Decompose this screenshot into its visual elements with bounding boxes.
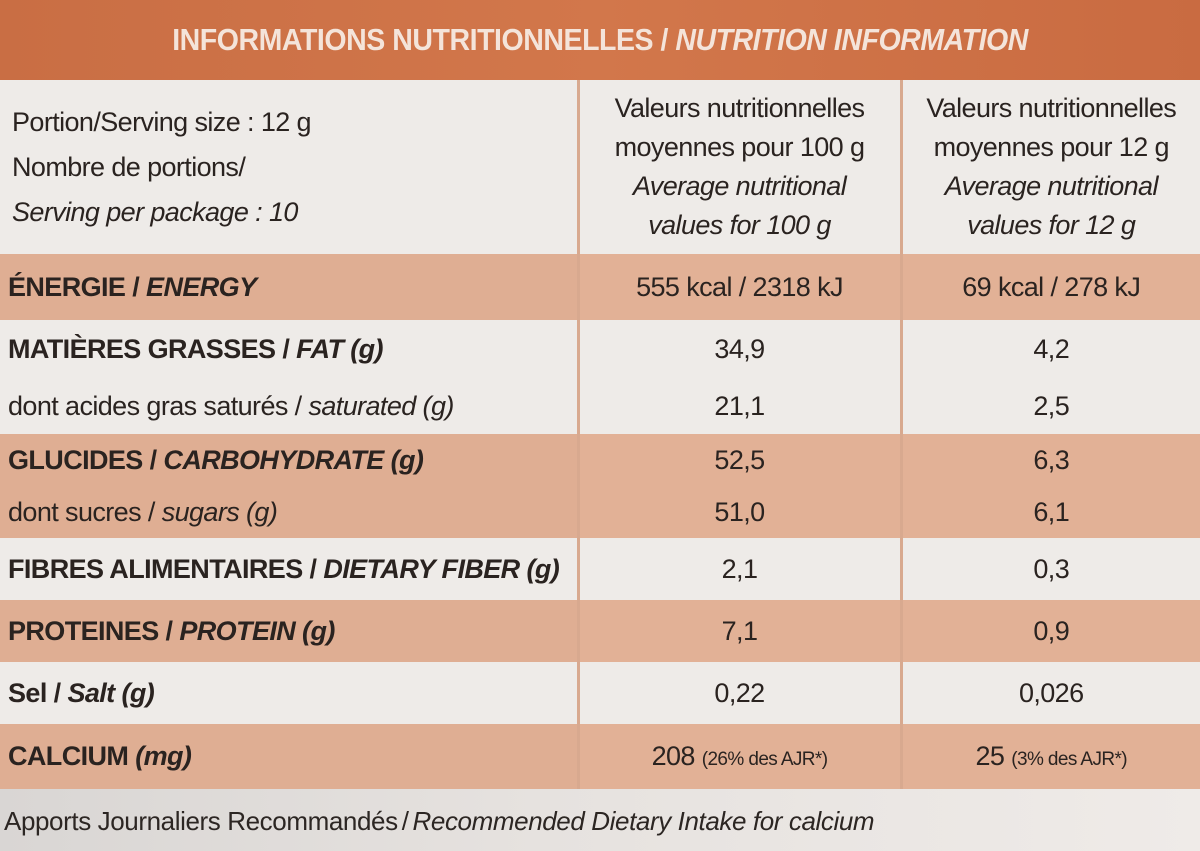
title-separator: / xyxy=(660,22,668,57)
column-100g-fr-line2: moyennes pour 100 g xyxy=(614,132,865,162)
column-header-12g: Valeurs nutritionnelles moyennes pour 12… xyxy=(899,80,1200,254)
energy-label-fr: ÉNERGIE / xyxy=(8,271,140,302)
fiber-100g: 2,1 xyxy=(576,538,901,600)
calcium-100g-percent: (26% des AJR*) xyxy=(701,749,828,770)
saturated-label-en: saturated (g) xyxy=(308,390,454,421)
calcium-12g: 25 (3% des AJR*) xyxy=(899,724,1200,789)
carbohydrate-label: GLUCIDES / CARBOHYDRATE (g) xyxy=(0,434,578,486)
calcium-12g-percent: (3% des AJR*) xyxy=(1011,749,1127,770)
header-row: Portion/Serving size : 12 g Nombre de po… xyxy=(0,80,1200,254)
salt-label-fr: Sel / xyxy=(8,677,61,708)
calcium-label-fr: CALCIUM xyxy=(8,741,129,771)
fiber-12g: 0,3 xyxy=(899,538,1200,600)
salt-100g: 0,22 xyxy=(576,662,901,724)
fiber-label-fr: FIBRES ALIMENTAIRES / xyxy=(8,553,317,584)
fat-label: MATIÈRES GRASSES / FAT (g) xyxy=(0,320,578,378)
energy-label: ÉNERGIE / ENERGY xyxy=(0,254,578,320)
sugars-label-en: sugars (g) xyxy=(161,496,278,527)
footnote-fr: Apports Journaliers Recommandés xyxy=(4,806,398,836)
salt-label-en: Salt (g) xyxy=(67,677,155,708)
energy-12g: 69 kcal / 278 kJ xyxy=(899,254,1200,320)
protein-label: PROTEINES / PROTEIN (g) xyxy=(0,600,578,662)
row-carbohydrate: GLUCIDES / CARBOHYDRATE (g) 52,5 6,3 xyxy=(0,434,1200,486)
column-12g-fr-line1: Valeurs nutritionnelles xyxy=(926,93,1177,123)
protein-label-fr: PROTEINES / xyxy=(8,615,173,646)
column-12g-fr-line2: moyennes pour 12 g xyxy=(933,132,1170,162)
row-protein: PROTEINES / PROTEIN (g) 7,1 0,9 xyxy=(0,600,1200,662)
carbohydrate-label-en: CARBOHYDRATE (g) xyxy=(163,444,424,475)
energy-100g: 555 kcal / 2318 kJ xyxy=(576,254,901,320)
salt-12g: 0,026 xyxy=(899,662,1200,724)
row-saturated: dont acides gras saturés / saturated (g)… xyxy=(0,378,1200,434)
column-12g-en-line1: Average nutritional xyxy=(944,171,1159,201)
footnote: Apports Journaliers Recommandés / Recommen… xyxy=(0,801,1200,851)
sugars-label: dont sucres / sugars (g) xyxy=(0,486,578,538)
footnote-separator: / xyxy=(401,806,409,836)
footnote-en: Recommended Dietary Intake for calcium xyxy=(412,806,875,836)
row-calcium: CALCIUM (mg) 208 (26% des AJR*) 25 (3% d… xyxy=(0,724,1200,789)
calcium-12g-value: 25 xyxy=(975,741,1005,771)
title-fr: INFORMATIONS NUTRITIONNELLES xyxy=(172,22,654,57)
column-100g-en-line1: Average nutritional xyxy=(632,171,847,201)
saturated-12g: 2,5 xyxy=(899,378,1200,434)
fat-label-fr: MATIÈRES GRASSES / xyxy=(8,333,290,364)
carbohydrate-label-fr: GLUCIDES / xyxy=(8,444,157,475)
sugars-100g: 51,0 xyxy=(576,486,901,538)
calcium-label: CALCIUM (mg) xyxy=(0,724,578,789)
portions-fr: Nombre de portions/ xyxy=(12,151,246,182)
saturated-label: dont acides gras saturés / saturated (g) xyxy=(0,378,578,434)
carbohydrate-12g: 6,3 xyxy=(899,434,1200,486)
column-100g-en-line2: values for 100 g xyxy=(648,210,831,240)
protein-100g: 7,1 xyxy=(576,600,901,662)
column-100g-fr-line1: Valeurs nutritionnelles xyxy=(614,93,865,123)
fiber-label: FIBRES ALIMENTAIRES / DIETARY FIBER (g) xyxy=(0,538,578,600)
row-fiber: FIBRES ALIMENTAIRES / DIETARY FIBER (g) … xyxy=(0,538,1200,600)
saturated-label-fr: dont acides gras saturés / xyxy=(8,390,302,421)
fiber-label-en: DIETARY FIBER (g) xyxy=(323,553,560,584)
row-energy: ÉNERGIE / ENERGY 555 kcal / 2318 kJ 69 k… xyxy=(0,254,1200,320)
energy-label-en: ENERGY xyxy=(146,271,257,302)
fat-12g: 4,2 xyxy=(899,320,1200,378)
table-title: INFORMATIONS NUTRITIONNELLES / NUTRITION I… xyxy=(172,22,1028,58)
portions-en: Serving per package : 10 xyxy=(12,196,298,227)
calcium-100g: 208 (26% des AJR*) xyxy=(576,724,901,789)
protein-12g: 0,9 xyxy=(899,600,1200,662)
serving-info: Portion/Serving size : 12 g Nombre de po… xyxy=(0,80,578,254)
column-12g-en-line2: values for 12 g xyxy=(967,210,1136,240)
column-header-100g: Valeurs nutritionnelles moyennes pour 10… xyxy=(576,80,901,254)
row-fat: MATIÈRES GRASSES / FAT (g) 34,9 4,2 xyxy=(0,320,1200,378)
sugars-label-fr: dont sucres / xyxy=(8,496,155,527)
fat-100g: 34,9 xyxy=(576,320,901,378)
fat-label-en: FAT (g) xyxy=(296,333,383,364)
calcium-label-en: (mg) xyxy=(135,741,192,771)
row-sugars: dont sucres / sugars (g) 51,0 6,1 xyxy=(0,486,1200,538)
title-bar: INFORMATIONS NUTRITIONNELLES / NUTRITION I… xyxy=(0,0,1200,80)
serving-size: Portion/Serving size : 12 g xyxy=(12,106,312,137)
row-salt: Sel / Salt (g) 0,22 0,026 xyxy=(0,662,1200,724)
saturated-100g: 21,1 xyxy=(576,378,901,434)
sugars-12g: 6,1 xyxy=(899,486,1200,538)
protein-label-en: PROTEIN (g) xyxy=(179,615,335,646)
nutrition-table: Portion/Serving size : 12 g Nombre de po… xyxy=(0,80,1200,789)
salt-label: Sel / Salt (g) xyxy=(0,662,578,724)
carbohydrate-100g: 52,5 xyxy=(576,434,901,486)
title-en: NUTRITION INFORMATION xyxy=(675,22,1028,57)
calcium-100g-value: 208 xyxy=(651,741,696,771)
